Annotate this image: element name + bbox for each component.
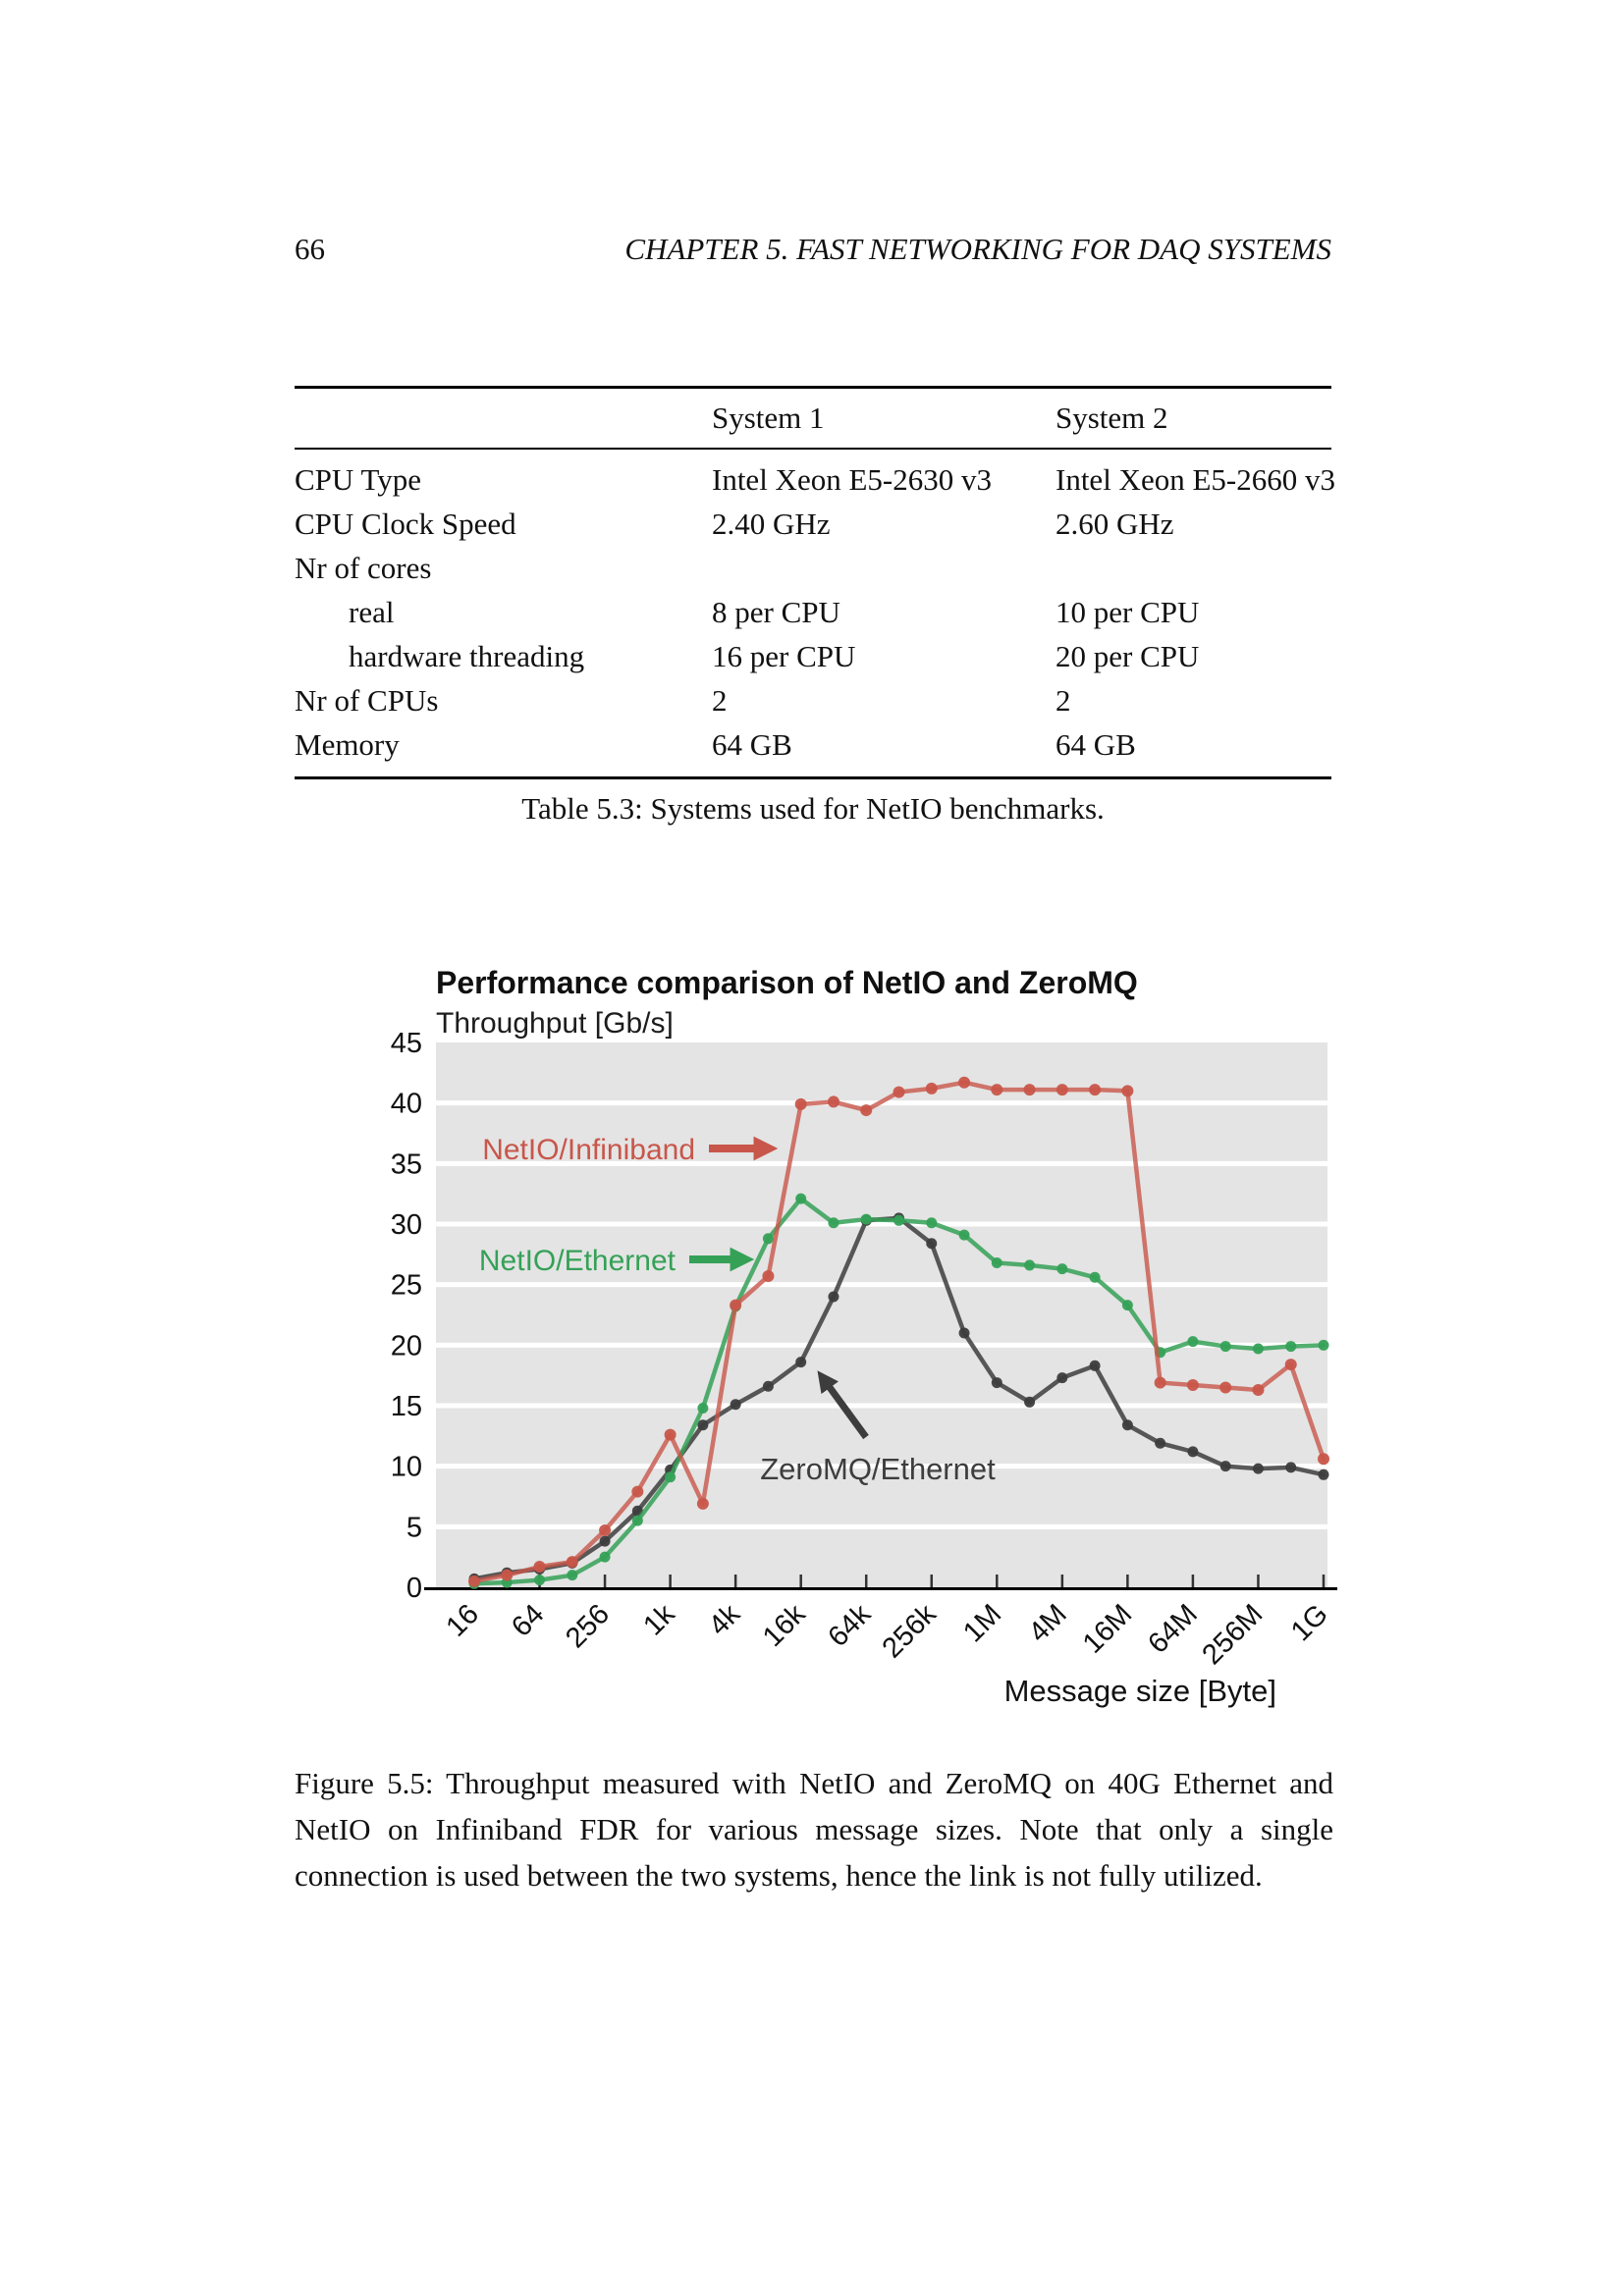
svg-text:1M: 1M — [957, 1598, 1007, 1648]
svg-text:20: 20 — [391, 1330, 422, 1362]
svg-text:5: 5 — [406, 1512, 422, 1543]
table-row: hardware threading 16 per CPU 20 per CPU — [349, 638, 1200, 673]
table-row: Nr of CPUs 2 2 — [295, 682, 1071, 718]
svg-text:64k: 64k — [822, 1598, 877, 1653]
svg-text:30: 30 — [391, 1209, 422, 1241]
svg-text:0: 0 — [406, 1573, 422, 1604]
chart-x-axis-label: Message size [Byte] — [1004, 1674, 1276, 1708]
plot-background — [436, 1042, 1327, 1587]
figure-caption: Figure 5.5: Throughput measured with Net… — [295, 1766, 1333, 1893]
y-tick-labels: 0 5 10 15 20 25 30 35 40 45 — [391, 1028, 422, 1604]
annotation-netio-ethernet: NetIO/Ethernet — [479, 1245, 755, 1277]
chart-title: Performance comparison of NetIO and Zero… — [436, 965, 1138, 1000]
chart-y-axis-label: Throughput [Gb/s] — [436, 1007, 674, 1040]
annotation-zeromq-ethernet: ZeroMQ/Ethernet — [760, 1370, 996, 1486]
table-row: CPU Clock Speed 2.40 GHz 2.60 GHz — [295, 506, 1174, 541]
svg-text:NetIO/Ethernet: NetIO/Ethernet — [479, 1245, 677, 1277]
svg-text:16: 16 — [441, 1598, 485, 1642]
table-col-system2: System 2 — [1056, 400, 1168, 435]
x-ticks — [472, 1575, 1326, 1588]
svg-text:16M: 16M — [1077, 1598, 1139, 1660]
systems-table: System 1 System 2 CPU Type Intel Xeon E5… — [295, 386, 1335, 779]
svg-text:45: 45 — [391, 1028, 422, 1059]
svg-text:1k: 1k — [637, 1598, 681, 1642]
table-row: CPU Type Intel Xeon E5-2630 v3 Intel Xeo… — [295, 461, 1335, 497]
table-col-system1: System 1 — [712, 400, 825, 435]
svg-text:4k: 4k — [703, 1598, 747, 1642]
svg-text:256M: 256M — [1196, 1598, 1269, 1671]
table-row: Nr of cores — [295, 550, 432, 585]
svg-text:1G: 1G — [1285, 1598, 1334, 1647]
annotation-netio-infiniband: NetIO/Infiniband — [482, 1134, 779, 1166]
svg-text:4M: 4M — [1023, 1598, 1073, 1648]
svg-text:15: 15 — [391, 1391, 422, 1422]
table-header-row: System 1 System 2 — [295, 389, 1331, 450]
series-netio-infiniband — [468, 1076, 1329, 1587]
svg-text:16k: 16k — [757, 1598, 812, 1653]
svg-text:25: 25 — [391, 1270, 422, 1302]
table-row: real 8 per CPU 10 per CPU — [349, 594, 1200, 629]
svg-text:256k: 256k — [877, 1598, 943, 1664]
svg-text:64M: 64M — [1142, 1598, 1204, 1660]
table-row: Memory 64 GB 64 GB — [295, 726, 1136, 762]
throughput-chart: Performance comparison of NetIO and Zero… — [391, 965, 1337, 1708]
svg-text:256: 256 — [560, 1598, 616, 1654]
running-header: 66 CHAPTER 5. FAST NETWORKING FOR DAQ SY… — [295, 232, 1331, 267]
table-caption: Table 5.3: Systems used for NetIO benchm… — [521, 791, 1105, 826]
svg-text:10: 10 — [391, 1452, 422, 1483]
svg-text:40: 40 — [391, 1089, 422, 1120]
svg-text:NetIO/Infiniband: NetIO/Infiniband — [482, 1134, 695, 1166]
chapter-header: CHAPTER 5. FAST NETWORKING FOR DAQ SYSTE… — [624, 232, 1331, 266]
svg-text:64: 64 — [506, 1598, 550, 1642]
page-number: 66 — [295, 232, 325, 266]
svg-text:ZeroMQ/Ethernet: ZeroMQ/Ethernet — [760, 1452, 996, 1486]
svg-text:35: 35 — [391, 1148, 422, 1180]
gridlines — [436, 1100, 1327, 1529]
